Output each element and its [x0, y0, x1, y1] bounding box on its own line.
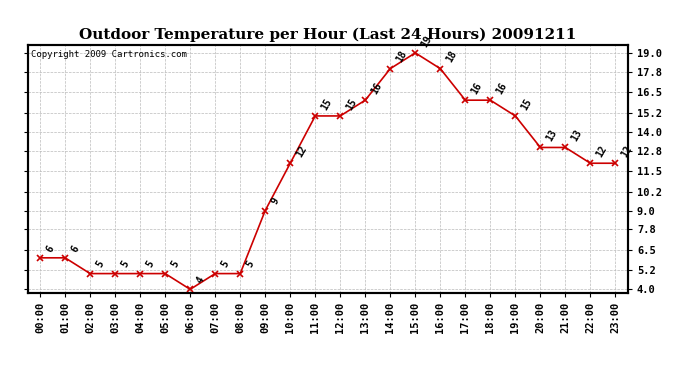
Text: 12: 12: [620, 144, 634, 159]
Text: 6: 6: [69, 244, 81, 254]
Text: 4: 4: [195, 275, 206, 285]
Text: 5: 5: [95, 260, 106, 269]
Text: 9: 9: [269, 196, 281, 206]
Title: Outdoor Temperature per Hour (Last 24 Hours) 20091211: Outdoor Temperature per Hour (Last 24 Ho…: [79, 28, 576, 42]
Text: 18: 18: [444, 49, 459, 64]
Text: 15: 15: [319, 97, 334, 112]
Text: 18: 18: [395, 49, 409, 64]
Text: 13: 13: [569, 128, 584, 143]
Text: 13: 13: [544, 128, 559, 143]
Text: 19: 19: [420, 33, 434, 49]
Text: 15: 15: [520, 97, 534, 112]
Text: 5: 5: [244, 260, 256, 269]
Text: 5: 5: [144, 260, 156, 269]
Text: 6: 6: [44, 244, 56, 254]
Text: 12: 12: [295, 144, 309, 159]
Text: Copyright 2009 Cartronics.com: Copyright 2009 Cartronics.com: [30, 50, 186, 59]
Text: 16: 16: [469, 81, 484, 96]
Text: 12: 12: [595, 144, 609, 159]
Text: 5: 5: [169, 260, 181, 269]
Text: 16: 16: [495, 81, 509, 96]
Text: 5: 5: [219, 260, 231, 269]
Text: 16: 16: [369, 81, 384, 96]
Text: 5: 5: [119, 260, 131, 269]
Text: 15: 15: [344, 97, 359, 112]
